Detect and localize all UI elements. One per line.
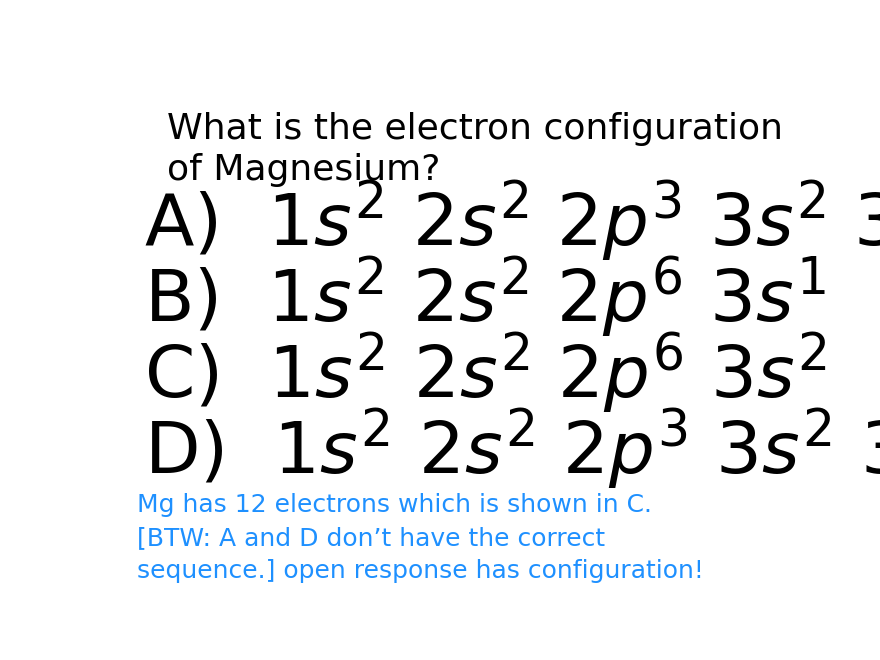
Text: D)  $1s^2\ 2s^2\ 2p^3\ 3s^2\ 3p^4$: D) $1s^2\ 2s^2\ 2p^3\ 3s^2\ 3p^4$ xyxy=(144,407,880,493)
Text: [BTW: A and D don’t have the correct: [BTW: A and D don’t have the correct xyxy=(137,527,605,550)
Text: of Magnesium?: of Magnesium? xyxy=(144,153,441,187)
Text: A)  $1s^2\ 2s^2\ 2p^3\ 3s^2\ 3p^6$: A) $1s^2\ 2s^2\ 2p^3\ 3s^2\ 3p^6$ xyxy=(144,178,880,265)
Text: Mg has 12 electrons which is shown in C.: Mg has 12 electrons which is shown in C. xyxy=(137,494,652,517)
Text: B)  $1s^2\ 2s^2\ 2p^6\ 3s^1$: B) $1s^2\ 2s^2\ 2p^6\ 3s^1$ xyxy=(144,255,826,341)
Text: sequence.] open response has configuration!: sequence.] open response has configurati… xyxy=(137,560,704,583)
Text: What is the electron configuration: What is the electron configuration xyxy=(144,112,783,147)
Text: C)  $1s^2\ 2s^2\ 2p^6\ 3s^2$: C) $1s^2\ 2s^2\ 2p^6\ 3s^2$ xyxy=(144,331,826,417)
